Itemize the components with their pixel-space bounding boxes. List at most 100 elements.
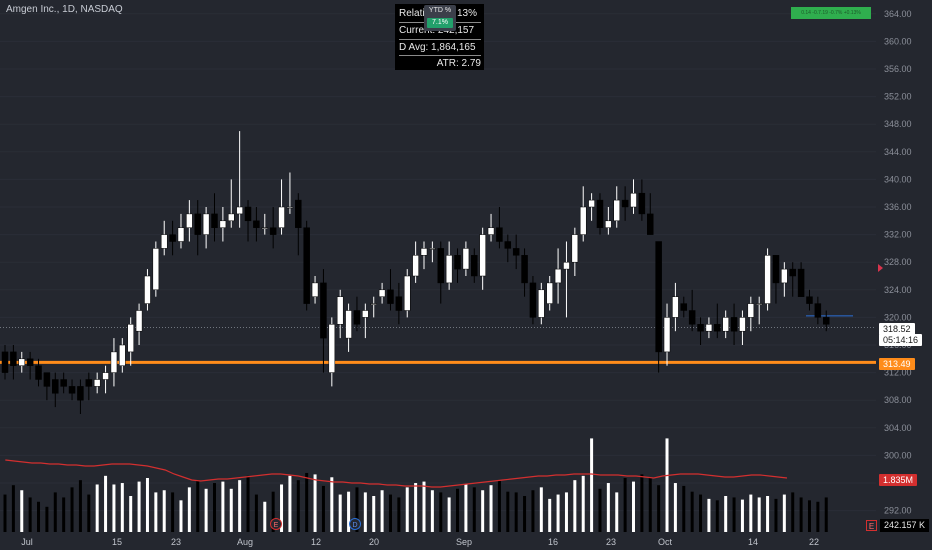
candle xyxy=(605,207,612,235)
candle-body xyxy=(563,261,570,270)
volume-bar xyxy=(213,483,216,532)
candle xyxy=(336,289,344,339)
time-tick-label: 14 xyxy=(748,537,758,547)
candle xyxy=(35,358,42,387)
alert-marker-icon[interactable] xyxy=(878,264,883,272)
volume-bar xyxy=(70,487,74,532)
volume-bar xyxy=(112,484,116,532)
candle-body xyxy=(169,234,176,242)
volume-readout: E 242.157 K xyxy=(866,519,930,532)
volume-bar xyxy=(313,474,317,532)
volume-bar xyxy=(489,485,493,532)
volume-bar xyxy=(263,501,267,532)
candle xyxy=(688,289,696,332)
volume-bar xyxy=(137,481,141,532)
candle-body xyxy=(454,255,461,270)
candle-body xyxy=(362,310,369,318)
candle xyxy=(814,296,822,325)
candle-body xyxy=(487,227,495,235)
candle xyxy=(571,227,579,276)
candle xyxy=(739,310,746,345)
volume-bar xyxy=(824,497,828,532)
volume-bar xyxy=(481,490,485,532)
candle-body xyxy=(822,317,830,325)
candle-body xyxy=(445,255,453,284)
daily-average-row: D Avg: 1,864,165 xyxy=(399,39,481,55)
price-tick-label: 320.00 xyxy=(884,312,912,322)
candle-body xyxy=(496,227,503,242)
candle-body xyxy=(278,206,285,228)
candle-body xyxy=(370,303,377,305)
candle-body xyxy=(429,248,436,250)
candle-body xyxy=(747,303,755,318)
candle xyxy=(345,303,352,352)
time-tick-label: 12 xyxy=(311,537,321,547)
candle xyxy=(429,241,436,263)
volume-bar xyxy=(682,485,686,532)
candle xyxy=(311,276,319,304)
ytd-label: YTD % xyxy=(428,7,452,14)
volume-bar xyxy=(690,491,694,532)
candle xyxy=(822,310,830,332)
volume-bar xyxy=(204,488,208,532)
candle-body xyxy=(311,282,319,297)
time-tick-label: 23 xyxy=(171,537,181,547)
candle xyxy=(655,241,662,373)
candle xyxy=(613,186,620,228)
candle xyxy=(211,193,218,242)
candle xyxy=(647,193,654,235)
volume-bar xyxy=(757,497,761,532)
candle xyxy=(512,234,520,270)
volume-bar xyxy=(766,496,770,532)
candle xyxy=(43,372,51,401)
candle xyxy=(152,241,160,297)
volume-bar xyxy=(380,490,384,532)
volume-bar xyxy=(179,500,183,532)
candle-body xyxy=(378,289,386,297)
candle-body xyxy=(328,324,336,373)
candle-body xyxy=(102,372,109,380)
volume-bar xyxy=(439,492,443,532)
candle-body xyxy=(697,324,704,332)
candle xyxy=(504,234,512,263)
candle xyxy=(68,379,76,401)
candle xyxy=(462,241,470,276)
earnings-marker[interactable]: E xyxy=(270,518,282,530)
candle-body xyxy=(253,220,260,228)
relative-row: Relati 13% xyxy=(399,7,481,21)
candle xyxy=(286,172,294,214)
candle-body xyxy=(261,227,269,229)
candle-body xyxy=(412,255,419,277)
volume-bar xyxy=(45,506,49,532)
candle xyxy=(110,338,118,387)
candle xyxy=(672,282,679,332)
candle xyxy=(253,207,260,242)
performance-badge[interactable]: 0.14 -0.7.19 -0.7% +0.13% xyxy=(791,7,871,19)
price-tick-label: 360.00 xyxy=(884,36,912,46)
ytd-value: 7.1% xyxy=(427,18,453,28)
candle xyxy=(186,200,193,242)
dividend-marker[interactable]: D xyxy=(349,518,361,530)
volume-bar xyxy=(363,492,367,532)
candle-body xyxy=(638,192,646,215)
volume-bars xyxy=(3,438,828,532)
candle-body xyxy=(512,248,520,256)
candle xyxy=(563,241,570,318)
candle xyxy=(521,248,528,297)
candle xyxy=(529,276,537,325)
candle-body xyxy=(680,303,688,311)
relative-label: Relati xyxy=(399,8,425,19)
candle xyxy=(714,303,721,339)
volume-bar xyxy=(774,498,778,532)
candle xyxy=(60,372,67,394)
candle xyxy=(445,241,453,290)
candle-body xyxy=(395,296,403,311)
candle-body xyxy=(35,365,42,380)
candle xyxy=(160,220,168,256)
volume-bar xyxy=(254,494,258,532)
time-tick-label: Jul xyxy=(21,537,33,547)
candle xyxy=(119,338,126,373)
candle-body xyxy=(613,199,620,222)
volume-bar xyxy=(464,484,468,532)
